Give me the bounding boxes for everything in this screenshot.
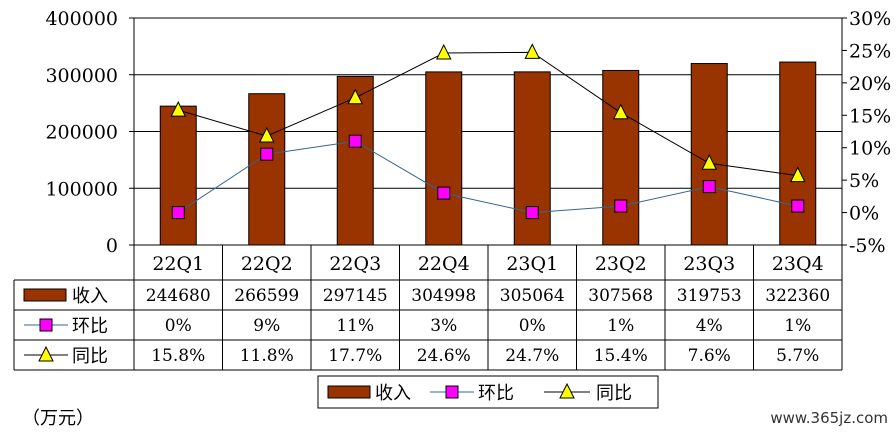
point-同比-23Q1 (524, 43, 541, 59)
table-cell: 297145 (323, 286, 388, 306)
table-cell: 15.4% (594, 346, 648, 366)
category-label: 22Q3 (329, 253, 381, 275)
category-label: 23Q2 (595, 253, 647, 275)
right-axis: -5% 0% 5% 10% 15% 20% 25% 30% (842, 8, 891, 257)
table-cell: 15.8% (151, 346, 205, 366)
left-tick-label: 300000 (45, 65, 118, 87)
legend-label: 收入 (375, 383, 411, 404)
data-table: 22Q1 22Q2 22Q3 22Q4 23Q1 23Q2 23Q3 23Q4 收入 244680… (13, 245, 843, 371)
point-同比-22Q2 (258, 126, 275, 143)
line-环比 (177, 140, 798, 214)
right-tick-label: -5% (849, 235, 886, 257)
category-label: 22Q1 (152, 253, 204, 275)
line-同比 (178, 51, 798, 177)
legend-key-triangle (559, 382, 575, 399)
legend-label: 环比 (478, 383, 514, 404)
table-cell: 24.7% (505, 346, 559, 366)
row-key-marker-环比 (39, 318, 53, 332)
bar-22Q2 (248, 93, 286, 246)
right-tick-label: 30% (849, 8, 891, 30)
point-同比-23Q3 (701, 154, 718, 170)
table-cell: 305064 (500, 286, 565, 306)
bar-22Q1 (159, 105, 197, 246)
bars (159, 61, 817, 246)
table-cell: 4% (696, 316, 723, 336)
table-cell: 9% (253, 316, 280, 336)
left-tick-label: 400000 (45, 8, 118, 30)
table-cell: 319753 (677, 286, 742, 306)
point-环比-23Q3 (702, 180, 716, 194)
table-cell: 266599 (234, 286, 299, 306)
bar-23Q2 (602, 69, 640, 246)
table-cell: 7.6% (688, 346, 731, 366)
point-环比-22Q1 (171, 206, 185, 220)
table-cell: 11.8% (240, 346, 294, 366)
right-tick-label: 5% (849, 170, 879, 192)
right-tick-label: 20% (849, 73, 891, 95)
table-cell: 1% (784, 316, 811, 336)
point-同比-22Q3 (347, 88, 364, 105)
point-环比-23Q4 (791, 199, 805, 213)
point-同比-23Q2 (612, 103, 629, 120)
left-tick-label: 200000 (45, 122, 118, 144)
point-同比-22Q1 (170, 100, 187, 117)
point-环比-23Q2 (614, 199, 628, 213)
bar-22Q4 (425, 71, 463, 246)
category-label: 22Q4 (418, 253, 470, 275)
watermark: www.365jz.com (770, 409, 888, 427)
row-header-同比: 同比 (72, 346, 108, 367)
table-cell: 3% (430, 316, 457, 336)
right-tick-label: 25% (849, 40, 891, 62)
table-cell: 244680 (146, 286, 211, 306)
left-tick-label: 100000 (45, 178, 118, 200)
right-tick-label: 10% (849, 138, 891, 160)
table-cell: 0% (519, 316, 546, 336)
table-cell: 24.6% (417, 346, 471, 366)
legend: 收入 环比 同比 (317, 375, 659, 409)
legend-key-revenue (327, 385, 371, 399)
row-header-收入: 收入 (72, 286, 108, 307)
table-cell: 17.7% (328, 346, 382, 366)
left-tick-label: 0 (106, 235, 118, 257)
point-同比-23Q4 (789, 166, 806, 183)
point-环比-22Q4 (437, 186, 451, 200)
table-cell: 304998 (411, 286, 476, 306)
legend-label: 同比 (596, 383, 632, 404)
category-label: 23Q1 (506, 253, 558, 275)
table-cell: 0% (165, 316, 192, 336)
table-cell: 11% (336, 316, 374, 336)
category-label: 22Q2 (241, 253, 293, 275)
unit-label: （万元） (22, 408, 94, 429)
table-cell: 1% (607, 316, 634, 336)
point-环比-23Q1 (525, 206, 539, 220)
left-axis: 0 100000 200000 300000 400000 (45, 8, 134, 257)
point-同比-22Q4 (435, 43, 452, 60)
table-cell: 307568 (588, 286, 653, 306)
row-header-环比: 环比 (72, 316, 108, 337)
point-环比-22Q2 (260, 147, 274, 161)
category-label: 23Q4 (772, 253, 824, 275)
right-tick-label: 15% (849, 105, 891, 127)
table-cell: 5.7% (776, 346, 819, 366)
point-环比-22Q3 (348, 134, 362, 148)
table-cell: 322360 (765, 286, 830, 306)
series-lines (170, 43, 806, 220)
bar-23Q4 (779, 61, 817, 246)
right-tick-label: 0% (849, 203, 879, 225)
row-key-收入 (23, 288, 67, 302)
legend-key-square (445, 385, 459, 399)
bar-22Q3 (336, 75, 374, 246)
category-label: 23Q3 (683, 253, 735, 275)
legend-box (317, 375, 659, 409)
row-key-marker-同比 (38, 345, 54, 362)
